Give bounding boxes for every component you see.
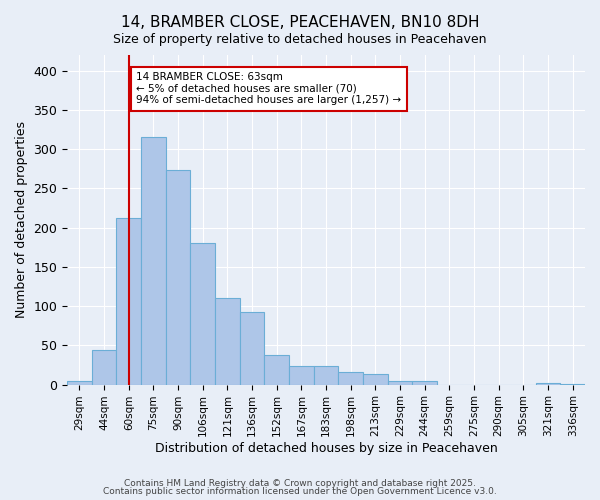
Bar [412, 380, 437, 384]
Bar [215, 298, 240, 384]
Bar [141, 136, 166, 384]
Bar [338, 372, 363, 384]
Text: Size of property relative to detached houses in Peacehaven: Size of property relative to detached ho… [113, 32, 487, 46]
Bar [116, 218, 141, 384]
Bar [67, 380, 92, 384]
X-axis label: Distribution of detached houses by size in Peacehaven: Distribution of detached houses by size … [155, 442, 497, 455]
Bar [190, 244, 215, 384]
Text: Contains HM Land Registry data © Crown copyright and database right 2025.: Contains HM Land Registry data © Crown c… [124, 478, 476, 488]
Bar [363, 374, 388, 384]
Bar [289, 366, 314, 384]
Text: 14, BRAMBER CLOSE, PEACEHAVEN, BN10 8DH: 14, BRAMBER CLOSE, PEACEHAVEN, BN10 8DH [121, 15, 479, 30]
Text: Contains public sector information licensed under the Open Government Licence v3: Contains public sector information licen… [103, 487, 497, 496]
Text: 14 BRAMBER CLOSE: 63sqm
← 5% of detached houses are smaller (70)
94% of semi-det: 14 BRAMBER CLOSE: 63sqm ← 5% of detached… [136, 72, 401, 106]
Bar [536, 383, 560, 384]
Bar [240, 312, 265, 384]
Bar [388, 380, 412, 384]
Y-axis label: Number of detached properties: Number of detached properties [15, 122, 28, 318]
Bar [265, 355, 289, 384]
Bar [92, 350, 116, 384]
Bar [314, 366, 338, 384]
Bar [166, 170, 190, 384]
